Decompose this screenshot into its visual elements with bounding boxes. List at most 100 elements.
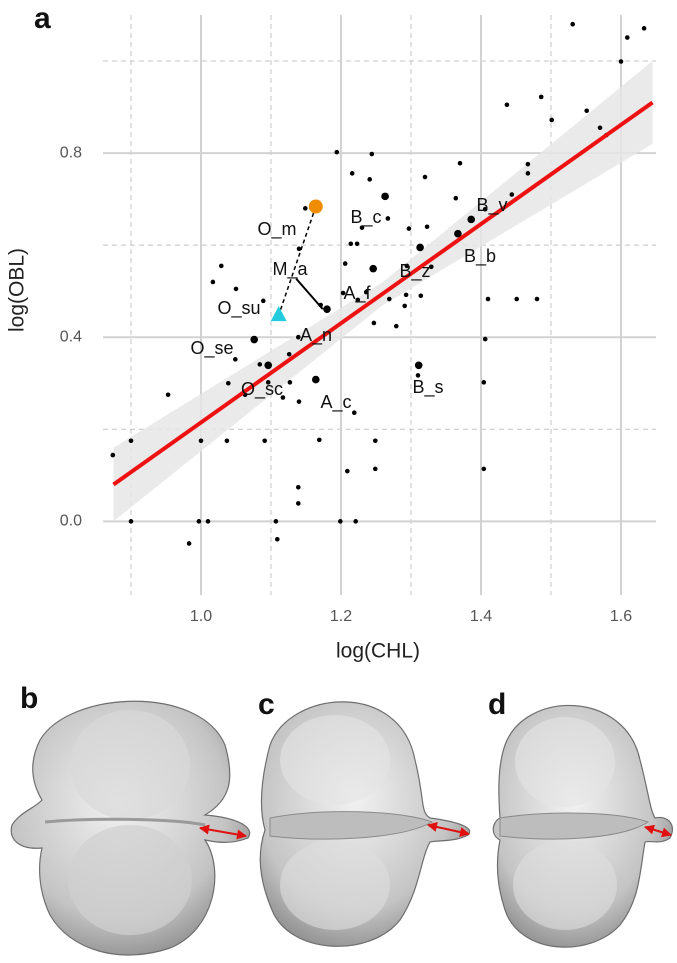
point [482, 206, 488, 212]
point [196, 519, 202, 524]
point [323, 305, 331, 313]
point [373, 466, 378, 472]
point [296, 501, 301, 506]
point [424, 224, 430, 230]
point [210, 279, 216, 285]
point [454, 229, 462, 238]
annotation: O_sc [241, 379, 283, 400]
point [525, 161, 531, 167]
annotation: A_c [320, 392, 351, 413]
annotation: O_se [190, 338, 233, 359]
panel-label: c [258, 688, 275, 721]
point [481, 380, 487, 385]
point [296, 399, 302, 404]
point [394, 323, 399, 329]
regression-line [112, 100, 654, 487]
point [186, 541, 192, 546]
scatter-plot: 1.0 1.2 1.4 1.6 0.0 0.4 0.8 log(CHL) log(OBL) O_m… [6, 15, 656, 663]
annotation: A_n [300, 325, 332, 346]
point [219, 263, 224, 269]
y-axis-title: log(OBL) [6, 248, 29, 332]
point [414, 361, 423, 370]
point [373, 438, 378, 444]
x-tick-label: 1.6 [610, 608, 632, 625]
point [354, 241, 360, 247]
x-tick-label: 1.0 [190, 608, 212, 625]
annotation: O_su [217, 298, 260, 319]
brain-image-c [259, 701, 471, 947]
annotation: O_m [257, 219, 296, 240]
brain-image-b [10, 700, 251, 956]
point [264, 361, 273, 370]
point [128, 519, 134, 524]
point [597, 125, 603, 131]
point [257, 362, 263, 367]
point [584, 108, 589, 114]
point [514, 296, 519, 302]
point [538, 94, 544, 100]
point [641, 26, 647, 31]
point [359, 225, 365, 230]
x-tick-label: 1.2 [330, 608, 352, 625]
point [340, 290, 346, 296]
point [250, 335, 258, 344]
point [317, 437, 322, 443]
point [353, 519, 359, 524]
point [261, 298, 266, 304]
point [387, 296, 392, 302]
point [110, 452, 116, 458]
point [355, 297, 361, 303]
point [404, 263, 410, 269]
point [338, 519, 343, 524]
point [296, 246, 302, 252]
x-tick-label: 1.4 [470, 608, 492, 625]
point [534, 296, 540, 302]
point [262, 438, 268, 444]
segment [295, 278, 324, 310]
point [485, 296, 491, 302]
point [509, 192, 515, 197]
annotation: A_f [343, 283, 371, 304]
x-axis-title: log(CHL) [336, 640, 420, 663]
y-tick-label: 0.0 [60, 513, 82, 530]
point [369, 151, 375, 157]
point [198, 438, 204, 444]
point [415, 373, 421, 378]
point [233, 286, 239, 292]
point [481, 466, 487, 472]
point [296, 334, 301, 340]
highlight-point [270, 306, 287, 322]
point [128, 438, 134, 444]
point [457, 160, 463, 166]
point [504, 102, 510, 108]
annotation: B_z [399, 261, 430, 282]
point [403, 292, 409, 298]
point [280, 395, 286, 400]
point [570, 21, 575, 27]
point [416, 243, 424, 252]
brain-image-d [492, 705, 674, 948]
point [303, 206, 308, 211]
y-tick-label: 0.8 [60, 144, 82, 161]
point [385, 216, 391, 221]
point [205, 519, 211, 524]
point [482, 336, 488, 342]
highlight-point [308, 199, 323, 214]
point [618, 59, 624, 64]
panel-label: d [488, 688, 506, 721]
point [453, 195, 459, 201]
point [349, 171, 355, 176]
point [275, 537, 280, 542]
point [342, 261, 348, 266]
point [165, 392, 171, 398]
point [273, 519, 279, 524]
connector [277, 206, 317, 316]
panel-label: b [20, 682, 38, 715]
point [369, 264, 378, 273]
annotation: B_v [476, 195, 507, 216]
point [224, 438, 230, 444]
point [233, 357, 238, 362]
point [265, 380, 271, 385]
panel-label: a [34, 2, 51, 35]
